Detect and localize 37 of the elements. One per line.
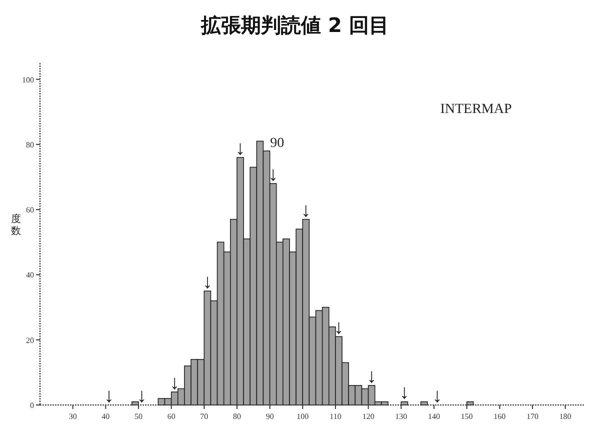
x-tick-label: 120: [362, 412, 374, 421]
y-tick-label: 60: [26, 206, 34, 215]
y-tick-label: 20: [26, 336, 34, 345]
x-tick-label: 130: [395, 412, 408, 421]
x-tick-label: 80: [232, 412, 241, 421]
x-tick-label: 50: [134, 412, 142, 421]
x-tick-label: 90: [266, 412, 274, 421]
annotation: ↓: [202, 271, 212, 293]
y-tick-label: 40: [26, 270, 34, 280]
x-tick-label: 150: [460, 412, 473, 421]
x-tick-label: 170: [526, 412, 538, 421]
x-tick-label: 110: [330, 412, 342, 421]
annotation: ↓: [432, 385, 442, 407]
annotation: ↓: [366, 365, 377, 388]
x-tick-label: 70: [200, 412, 208, 421]
x-tick-label: 40: [102, 412, 110, 421]
annotation: ↓: [235, 137, 246, 160]
chart-title: 拡張期判読値 2 回目: [200, 13, 389, 37]
annotation: ↓: [334, 316, 344, 339]
x-tick-label: 30: [68, 412, 77, 421]
annotation: ↓: [300, 199, 311, 222]
y-tick-label: 100: [22, 75, 34, 84]
y-tick-label: 0: [30, 401, 34, 410]
y-axis-title: 度数: [11, 213, 21, 237]
annotation: ↓: [399, 382, 410, 404]
x-tick-label: 60: [167, 412, 176, 421]
y-tick-label: 80: [26, 140, 34, 150]
x-tick-label: 160: [494, 412, 506, 421]
annotation: ↓: [170, 372, 180, 394]
x-tick-label: 140: [428, 412, 440, 421]
annotation: INTERMAP: [440, 102, 512, 117]
annotation: 90: [270, 136, 284, 151]
annotation: ↓: [104, 385, 114, 407]
annotation: ↓: [136, 385, 147, 407]
x-tick-label: 180: [559, 412, 572, 421]
annotation: ↓: [268, 164, 278, 186]
x-tick-label: 100: [296, 412, 309, 421]
